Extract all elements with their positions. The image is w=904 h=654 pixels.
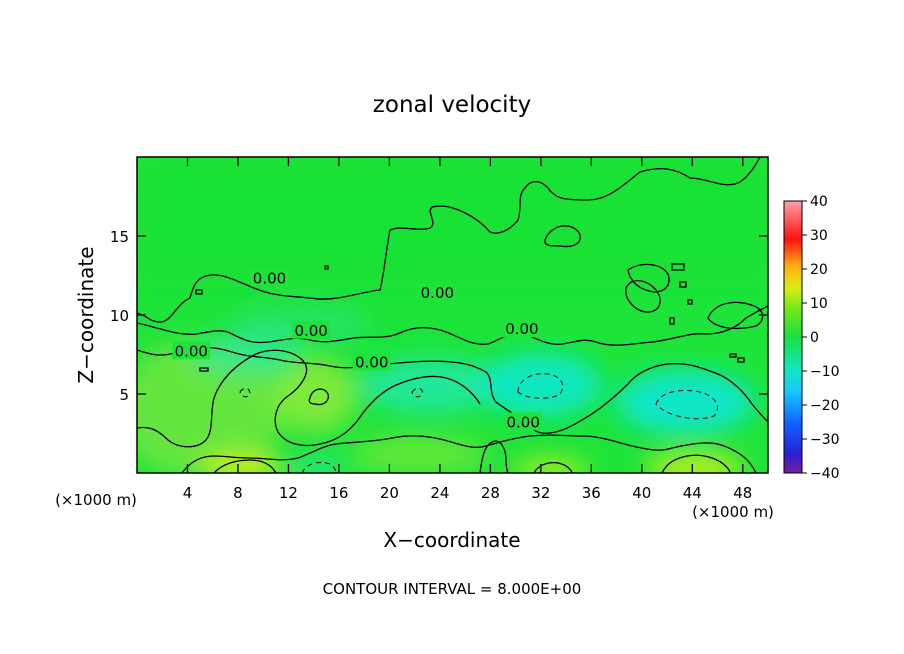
x-tick-label: 40 [632,484,651,502]
y-axis-label: Z−coordinate [74,246,98,383]
cool-cell-44 [615,370,755,434]
contour-neg-cell-44 [655,390,718,420]
colorbar-tick-label: −10 [810,364,840,380]
y-tick-label: 15 [110,228,129,246]
contour-interval-note: CONTOUR INTERVAL = 8.000E+00 [323,580,582,598]
contour-label-background [292,320,331,339]
contour-zero-bottom [181,434,757,473]
colorbar-tick-label: 0 [810,330,819,346]
warm-band-bottom [350,435,490,473]
contour-zero-speck-4 [679,281,687,288]
x-tick-label: 12 [279,484,298,502]
x-tick-label: 32 [531,484,550,502]
contour-neg-bottom-14 [301,461,337,473]
colorbar-tick-label: 30 [810,228,828,244]
contour-label-background [504,412,543,431]
contour-zero-speck-7 [687,299,693,305]
contour-zero-island-3 [625,280,661,313]
contour-label: 0.00 [253,270,286,288]
contour-label-background [172,341,211,360]
y-tick-label: 5 [119,386,129,404]
x-tick-label: 16 [329,484,348,502]
contour-label: 0.00 [506,413,539,431]
colorbar-tick-label: 40 [810,194,828,210]
contour-zero-left-loop [137,349,481,448]
contour-zero-lower [137,346,768,434]
chart-title: zonal velocity [373,92,531,118]
contour-lines-negative [239,373,718,473]
x-tick-label: 44 [683,484,702,502]
contour-zero-speck-3 [199,367,209,372]
contour-zero-speck-8 [669,317,675,325]
contour-label-background [250,268,289,287]
colorbar-tick-label: 10 [810,296,828,312]
contour-label: 0.00 [355,353,388,371]
x-tick-label: 24 [430,484,449,502]
contour-zero-speck-6 [671,263,685,271]
colorbar-tick-label: −40 [810,466,840,482]
contour-zero-speck-5 [729,353,737,358]
contour-label: 0.00 [505,320,538,338]
contour-zero-island-9 [661,454,731,473]
contour-zero-island-6 [308,388,329,406]
colorbar-tick-label: 20 [810,262,828,278]
x-tick-label: 8 [233,484,243,502]
contour-label: 0.00 [421,284,454,302]
cool-band-mid [360,357,500,413]
x-tick-label: 48 [733,484,752,502]
contour-zero-outline [137,305,768,346]
x-tick-label: 28 [481,484,500,502]
y-tick-label: 10 [110,307,129,325]
contour-zero-island-1 [544,225,581,248]
x-unit-label-left: (×1000 m) [55,491,137,509]
contour-neg-cell-32 [517,373,564,399]
plot-area: 0.00 0.00 0.00 0.00 0.00 0.00 0.00 [137,157,768,473]
colorbar [783,200,803,474]
warm-cell-44 [645,454,745,473]
contour-labels: 0.00 0.00 0.00 0.00 0.00 0.00 0.00 [172,268,543,431]
contour-label: 0.00 [175,342,208,360]
contour-neg-speck-1 [239,387,251,398]
x-axis: 4 8 12 16 20 24 28 32 36 40 44 48 [183,157,752,502]
warm-cell-32 [510,458,590,473]
contour-zero-speck-9 [737,357,745,363]
contour-zero-island-7 [213,459,277,473]
x-axis-label: X−coordinate [383,528,520,552]
y-axis: 5 10 15 [110,228,768,404]
x-tick-label: 36 [582,484,601,502]
colorbar-tick-label: −30 [810,432,840,448]
contour-label-background [352,352,391,371]
contour-zero-island-5 [479,440,509,473]
contour-label-background [418,282,457,301]
field-shading [137,157,768,473]
contour-zero-main [137,157,761,323]
colorbar-tick-label: −20 [810,398,840,414]
x-unit-label-right: (×1000 m) [692,503,774,521]
contour-zero-speck-2 [324,265,329,270]
colorbar-ticks: 40 30 20 10 0 −10 −20 −30 −40 [802,194,840,482]
cool-cell-32 [478,353,602,417]
x-tick-label: 4 [183,484,193,502]
contour-label-background [502,319,541,338]
warm-cell-14 [273,357,357,433]
x-tick-label: 20 [380,484,399,502]
contour-zero-island-4 [627,263,670,293]
contour-zero-speck-1 [195,289,203,295]
contour-label: 0.00 [294,322,327,340]
